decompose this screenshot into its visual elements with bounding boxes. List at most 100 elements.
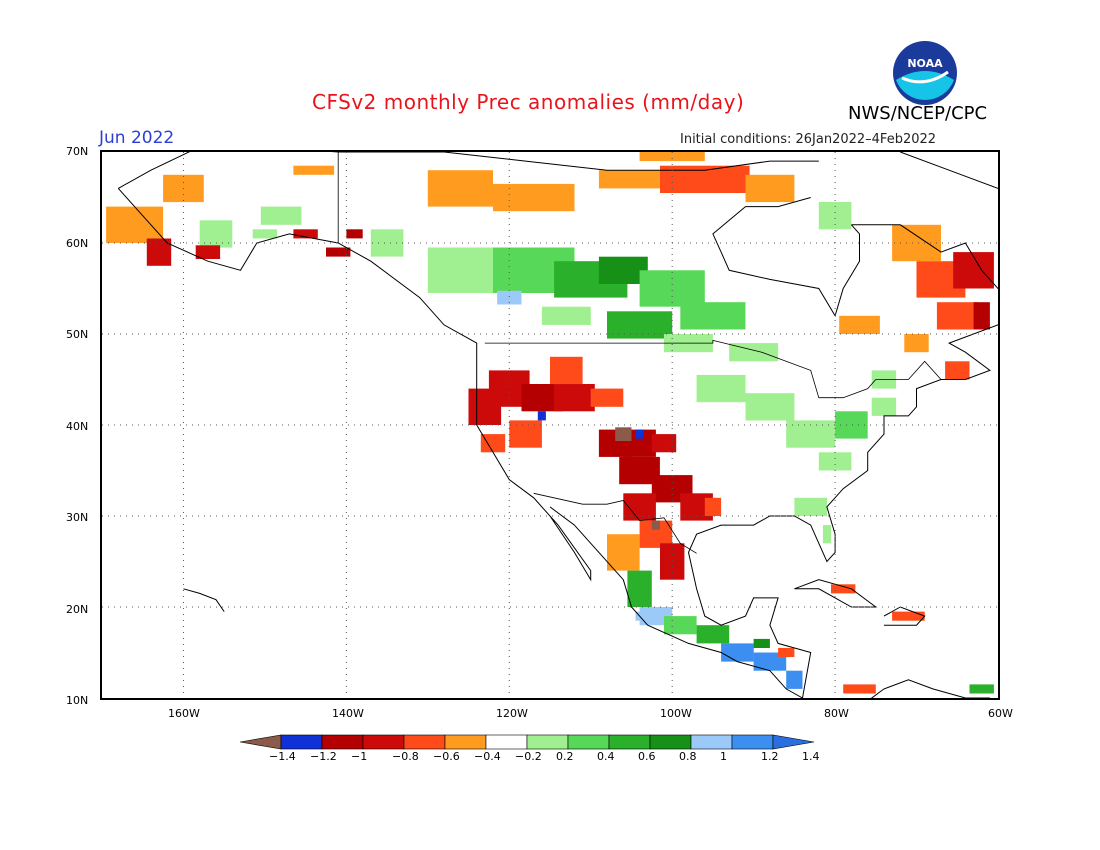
anomaly-cell (839, 315, 880, 334)
colorbar-label: 1.4 (802, 750, 820, 763)
anomaly-cell (607, 311, 673, 339)
anomaly-cell (753, 652, 787, 671)
anomaly-cell (818, 452, 852, 471)
anomaly-cell (509, 420, 542, 448)
colorbar-label: 0.2 (556, 750, 574, 763)
noaa-logo: NOAA (893, 41, 957, 105)
coastlines (117, 152, 998, 698)
anomaly-cell (745, 393, 795, 421)
coastline (851, 224, 998, 290)
anomaly-cell (786, 670, 803, 689)
coastline (117, 188, 592, 582)
anomaly-cell (786, 420, 836, 448)
anomaly-cell (199, 220, 233, 248)
colorbar-swatch (321, 734, 364, 750)
coastline (794, 579, 878, 608)
colorbar-swatch (567, 734, 610, 750)
anomaly-cell (480, 434, 506, 453)
coastline (870, 679, 990, 698)
anomaly-cell (639, 152, 705, 162)
anomaly-cell (973, 302, 990, 330)
anomaly-cell (326, 247, 351, 257)
colorbar-label: 0.4 (597, 750, 615, 763)
anomaly-cell (651, 520, 660, 530)
anomaly-cell (778, 647, 795, 657)
coastline (118, 152, 819, 189)
gridlines (102, 152, 998, 698)
colorbar-label: −0.6 (433, 750, 460, 763)
anomaly-cell (427, 170, 493, 207)
anomaly-cell (493, 183, 575, 212)
anomaly-cell (969, 684, 994, 694)
anomaly-cell (537, 411, 546, 421)
coastline (883, 606, 926, 626)
anomaly-cell (346, 229, 363, 239)
colorbar-swatch (608, 734, 651, 750)
colorbar-swatch (485, 734, 528, 750)
map-title: CFSv2 monthly Prec anomalies (mm/day) (312, 90, 745, 114)
colorbar-label: −1.2 (310, 750, 337, 763)
anomaly-cell (835, 411, 868, 439)
anomaly-cell (627, 570, 652, 607)
anomaly-cell (252, 229, 278, 239)
anomaly-cell (660, 543, 685, 580)
colorbar-swatch (649, 734, 692, 750)
lat-label: 40N (66, 419, 89, 433)
noaa-logo-text: NOAA (907, 57, 943, 70)
country-border (484, 339, 942, 399)
map-canvas (102, 152, 998, 698)
anomaly-cell (260, 206, 302, 225)
anomaly-cell (497, 290, 522, 305)
colorbar-end-right (772, 734, 815, 750)
anomaly-cell (953, 252, 994, 289)
lat-label: 50N (66, 328, 89, 341)
anomaly-cell (831, 584, 856, 594)
colorbar-label: 1.2 (761, 750, 779, 763)
anomaly-cell (615, 427, 632, 441)
anomaly-cell (293, 165, 335, 175)
colorbar-label: 0.6 (638, 750, 656, 763)
anomaly-cell (680, 302, 746, 330)
colorbar-swatch (526, 734, 569, 750)
colorbar (240, 734, 815, 750)
initial-conditions: Initial conditions: 26Jan2022–4Feb2022 (680, 132, 937, 147)
lon-label: 80W (824, 707, 849, 720)
coastline (720, 224, 860, 318)
anomaly-cell (696, 374, 746, 403)
anomaly-cell (892, 611, 925, 621)
colorbar-swatch (280, 734, 323, 750)
lon-label: 60W (988, 707, 1013, 720)
colorbar-label: 1 (720, 750, 727, 763)
forecast-month: Jun 2022 (99, 128, 175, 148)
lat-label: 70N (66, 145, 89, 158)
country-border (533, 492, 697, 554)
lon-label: 160W (168, 707, 200, 720)
anomaly-cell (822, 525, 831, 544)
anomaly-cell (794, 497, 827, 516)
anomaly-cell (106, 206, 164, 243)
lat-label: 10N (66, 694, 89, 707)
anomaly-cell (590, 388, 624, 407)
agency-label: NWS/NCEP/CPC (848, 103, 988, 124)
colorbar-label: −1 (351, 750, 368, 763)
colorbar-swatch (690, 734, 733, 750)
colorbar-label: −0.8 (392, 750, 419, 763)
anomaly-cell (607, 534, 640, 571)
anomaly-cell (753, 638, 770, 648)
coastline (712, 197, 811, 253)
anomaly-cells (106, 152, 994, 694)
lat-label: 30N (66, 511, 89, 524)
anomaly-cell (936, 302, 978, 330)
anomaly-cell (696, 625, 730, 644)
anomaly-cell (293, 229, 318, 239)
anomaly-cell (651, 434, 677, 453)
lon-label: 140W (332, 707, 364, 720)
anomaly-cell (721, 643, 754, 662)
anomaly-cell (704, 497, 722, 516)
anomaly-cell (843, 684, 876, 694)
colorbar-label: −0.4 (474, 750, 501, 763)
coastline (549, 506, 803, 698)
anomaly-cell (370, 229, 404, 257)
anomaly-cell (745, 174, 795, 203)
anomaly-cell (892, 224, 941, 262)
